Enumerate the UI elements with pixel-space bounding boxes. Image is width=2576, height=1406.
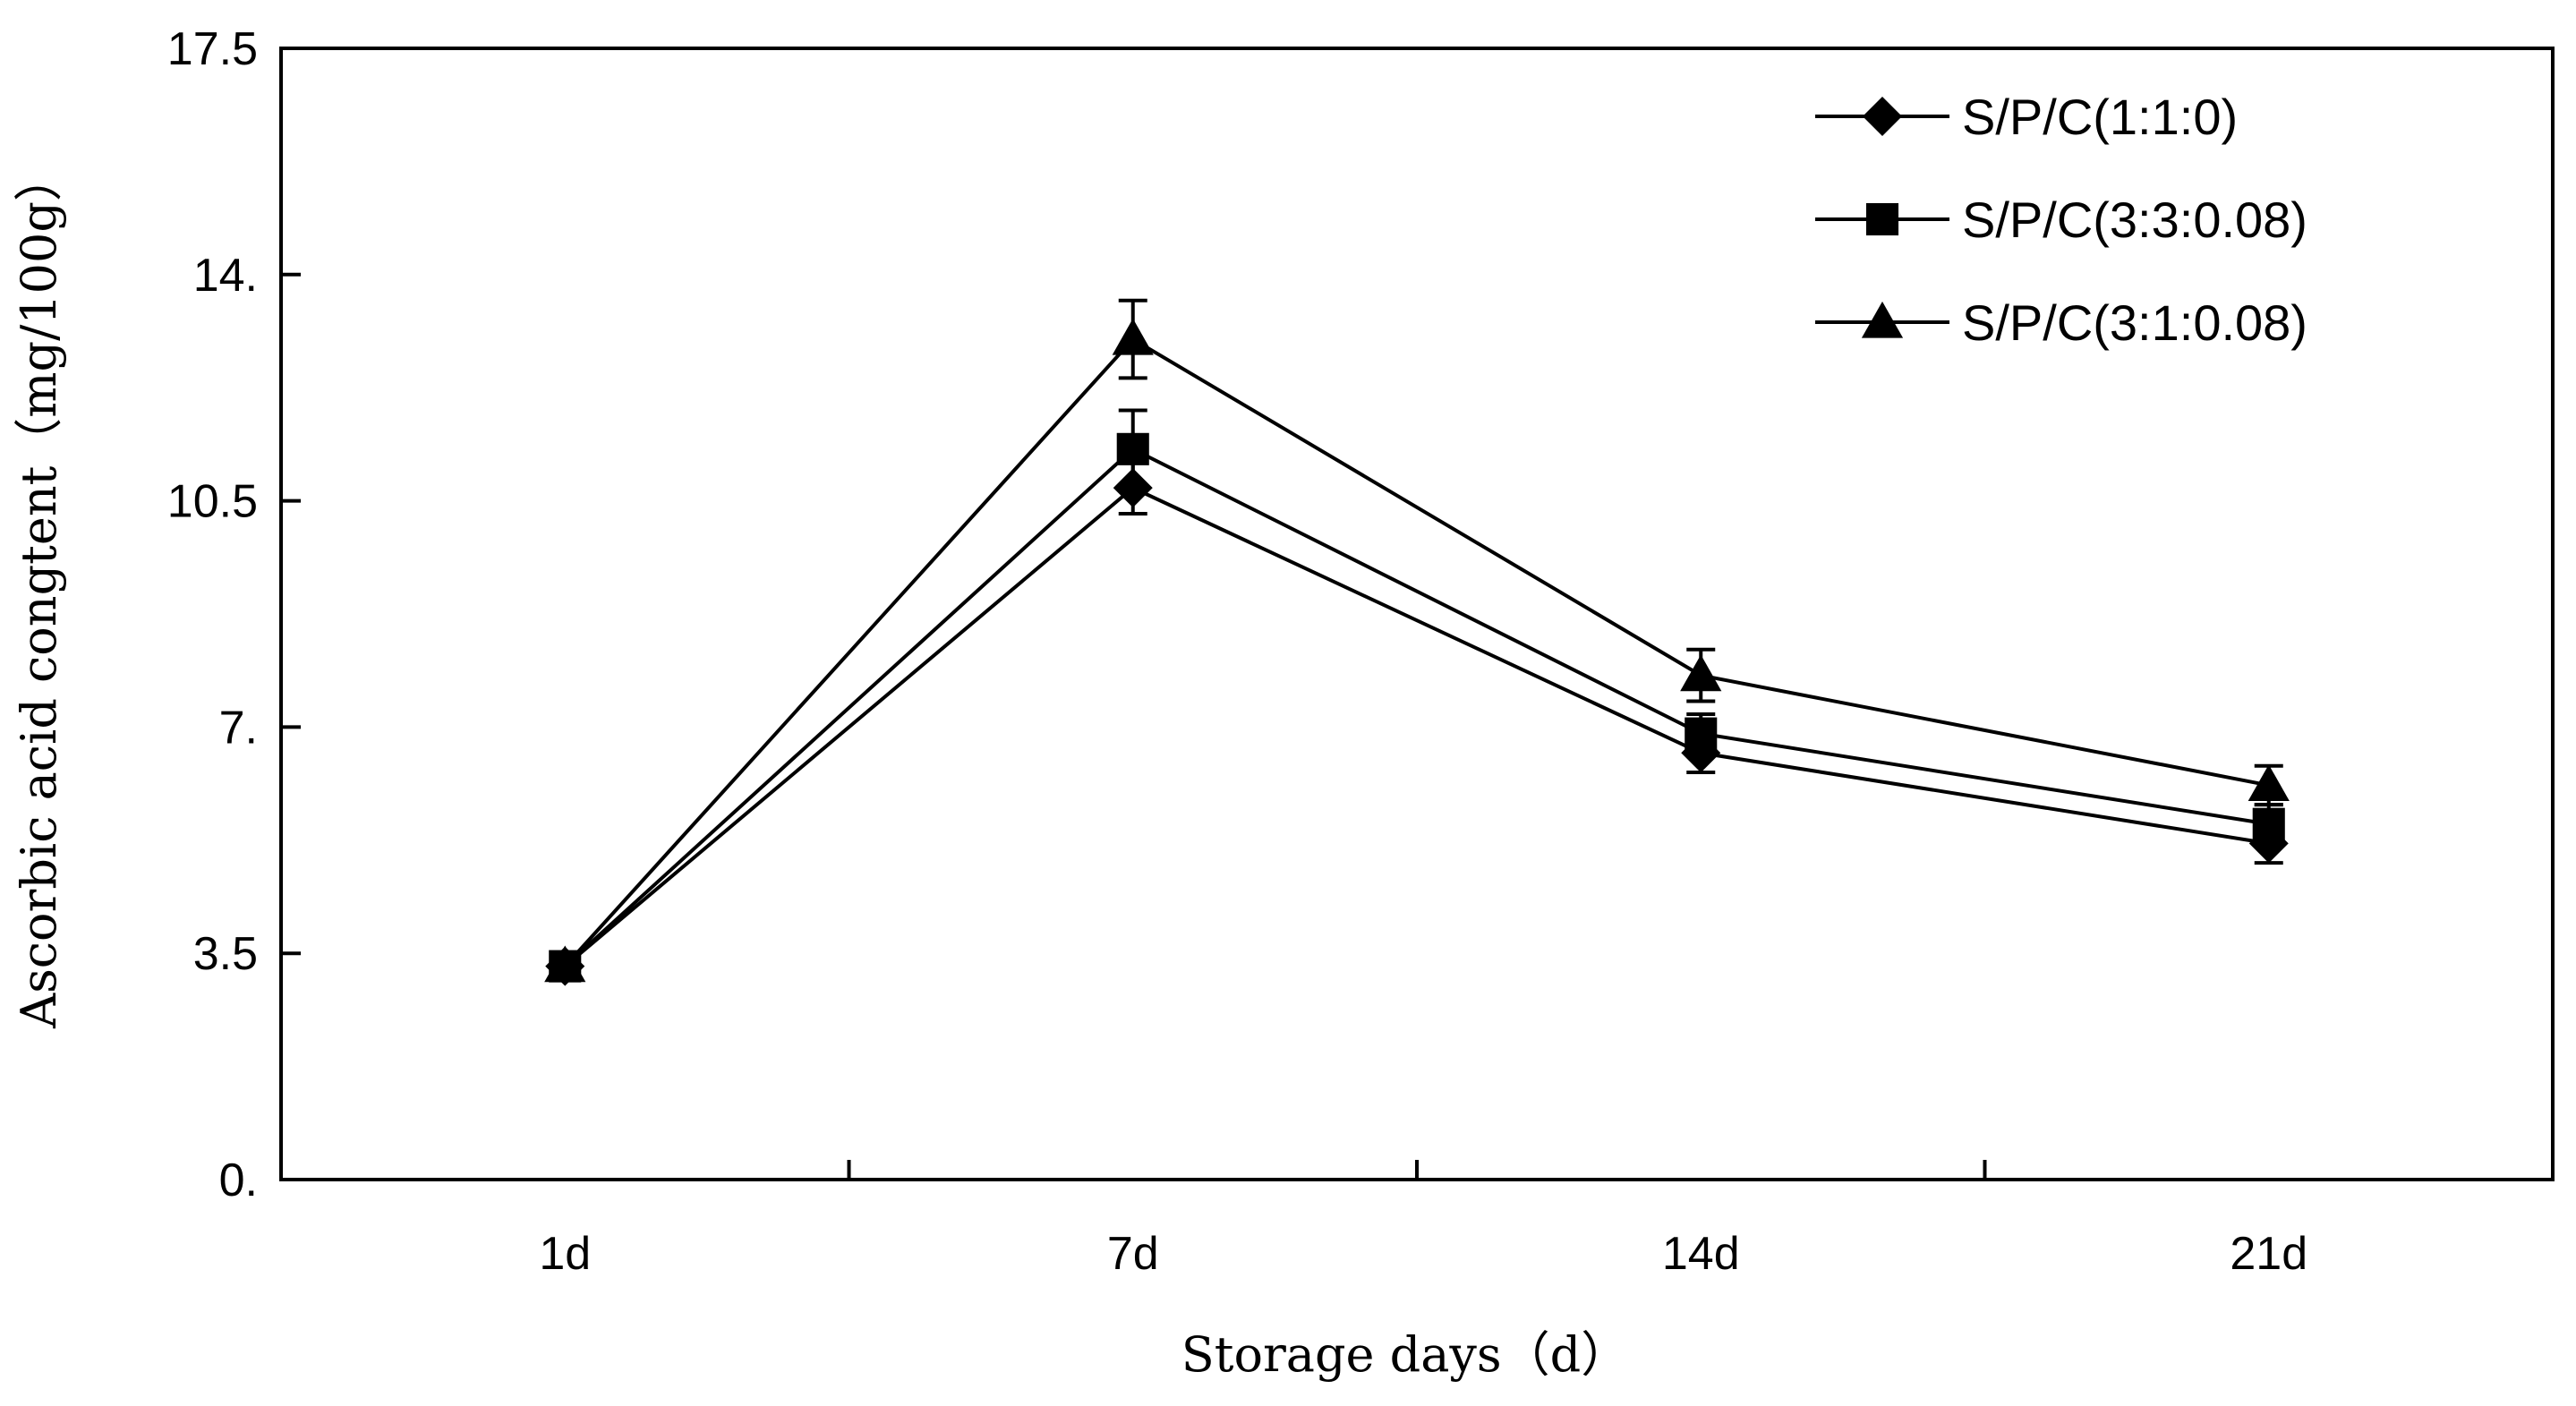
legend-label: S/P/C(3:1:0.08) xyxy=(1962,294,2307,351)
legend-label: S/P/C(3:3:0.08) xyxy=(1962,192,2307,248)
marker-triangle xyxy=(1680,654,1722,692)
y-axis: 0. 3.5 7. 10.5 14. 17.5 xyxy=(167,23,301,1206)
x-tick-label: 1d xyxy=(539,1228,591,1280)
legend: S/P/C(1:1:0) S/P/C(3:3:0.08) S/P/C(3:1:0.0… xyxy=(1815,89,2307,351)
marker-square xyxy=(2252,807,2285,840)
series-line xyxy=(563,447,2270,968)
series-line xyxy=(563,337,2270,967)
x-tick-label: 14d xyxy=(1662,1228,1740,1280)
x-tick-label: 21d xyxy=(2230,1228,2307,1280)
marker-triangle xyxy=(2248,764,2290,802)
marker-triangle xyxy=(1861,301,1904,338)
marker-triangle xyxy=(544,945,586,983)
y-tick-label: 0. xyxy=(219,1155,258,1206)
legend-label: S/P/C(1:1:0) xyxy=(1962,89,2238,145)
y-tick-label: 7. xyxy=(219,702,258,754)
marker-square xyxy=(1685,717,1718,750)
legend-entry: S/P/C(3:3:0.08) xyxy=(1815,192,2307,248)
x-tick-label: 7d xyxy=(1107,1228,1159,1280)
x-axis-title: Storage days（d） xyxy=(1181,1326,1629,1383)
y-tick-label: 3.5 xyxy=(193,928,258,980)
marker-square xyxy=(1116,432,1149,465)
marker-triangle xyxy=(1112,318,1154,355)
y-tick-label: 10.5 xyxy=(167,476,258,528)
series-layer xyxy=(544,298,2290,986)
legend-entry: S/P/C(3:1:0.08) xyxy=(1815,294,2307,351)
y-tick-label: 17.5 xyxy=(167,23,258,75)
y-axis-title: Ascorbic acid congtent（mg/100g） xyxy=(11,153,67,1029)
series xyxy=(544,298,2290,983)
legend-entry: S/P/C(1:1:0) xyxy=(1815,89,2238,145)
marker-diamond xyxy=(1863,97,1902,136)
marker-square xyxy=(1865,202,1899,236)
x-axis: 1d 7d 14d 21d xyxy=(539,1160,2307,1280)
y-tick-label: 14. xyxy=(193,250,258,302)
series-line xyxy=(563,485,2270,968)
